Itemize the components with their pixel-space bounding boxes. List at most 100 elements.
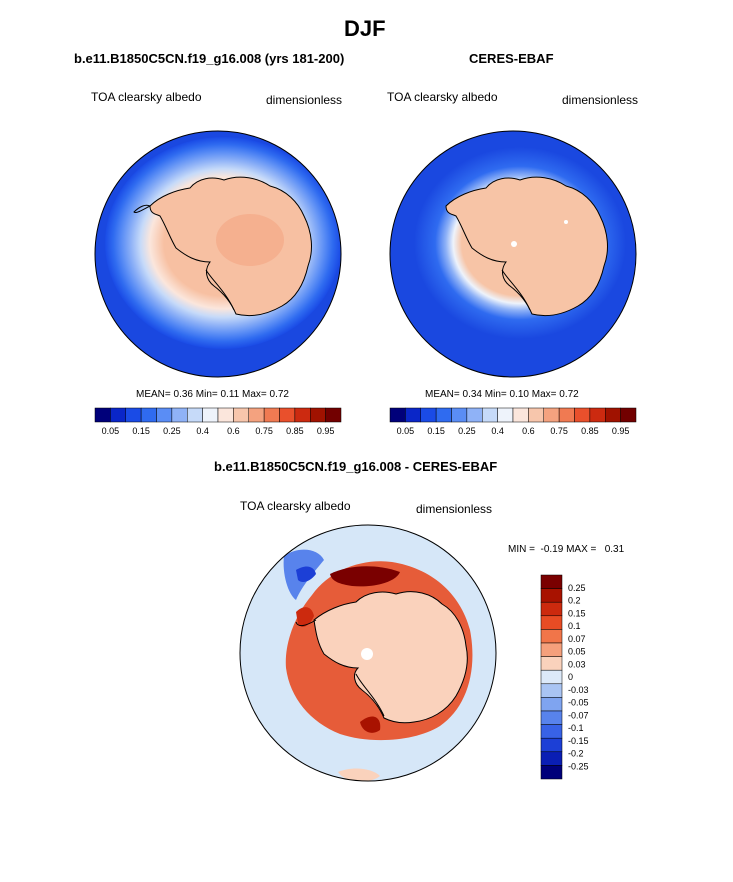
panel1-colorbar-swatch (263, 407, 280, 423)
panel2-stats: MEAN= 0.34 Min= 0.10 Max= 0.72 (425, 389, 579, 400)
panel3-title: b.e11.B1850C5CN.f19_g16.008 - CERES-EBAF (214, 459, 498, 474)
panel1-colorbar-swatch (294, 407, 311, 423)
panel2-colorbar-swatch (389, 407, 406, 423)
panel3-colorbar-swatch (540, 737, 563, 753)
panel3-minmax: MIN = -0.19 MAX = 0.31 (508, 544, 625, 555)
panel1-colorbar (94, 407, 342, 423)
panel2-colorbar-swatch (589, 407, 606, 423)
panel3-colorbar-swatch (540, 629, 563, 644)
panel2-colorbar-tick-label: 0.05 (397, 426, 415, 436)
panel2-title: CERES-EBAF (469, 51, 554, 66)
panel1-colorbar-ticks: 0.05 0.15 0.25 0.4 0.6 0.75 0.85 0.95 (102, 426, 335, 436)
panel3-colorbar (540, 574, 563, 780)
panel2-colorbar-swatch (405, 407, 421, 423)
panel2-colorbar-ticks: 0.05 0.15 0.25 0.4 0.6 0.75 0.85 0.95 (397, 426, 630, 436)
panel1-colorbar-tick-label: 0.75 (255, 426, 273, 436)
panel1-colorbar-swatch (233, 407, 249, 423)
panel1-colorbar-swatch (310, 407, 326, 423)
panel2-min-value: 0.10 (509, 389, 529, 400)
panel3-colorbar-ticks: 0.25 0.2 0.15 0.1 0.07 0.05 0.03 0 -0.03 -0.05 -0.… (568, 583, 589, 772)
panel1-colorbar-swatch (140, 407, 157, 423)
panel1-colorbar-swatch (110, 407, 126, 423)
panel3-colorbar-tick-label: -0.2 (568, 749, 584, 759)
panel2-min-label: Min= (484, 389, 507, 400)
panel3-colorbar-tick-label: 0.05 (568, 647, 586, 657)
panel3-colorbar-swatch (540, 588, 563, 603)
panel2-colorbar-tick-label: 0.85 (581, 426, 599, 436)
panel2-map (389, 130, 637, 378)
panel2-antarctica (445, 176, 608, 317)
panel2-colorbar-tick-label: 0.4 (491, 426, 504, 436)
panel2-colorbar-swatch (528, 407, 544, 423)
panel3-colorbar-tick-label: 0.15 (568, 608, 586, 618)
panel3-colorbar-swatch (540, 615, 563, 630)
panel2-max-label: Max= (531, 389, 557, 400)
panel2-mean-value: 0.34 (462, 389, 482, 400)
panel2-colorbar-swatch (497, 407, 514, 423)
panel3-colorbar-swatch (540, 601, 563, 617)
panel1-colorbar-swatch (171, 407, 188, 423)
panel2-colorbar-swatch (605, 407, 621, 423)
panel1-mean-label: MEAN= (136, 389, 171, 400)
panel3-colorbar-tick-label: -0.1 (568, 723, 584, 733)
panel2-colorbar-swatch (482, 407, 498, 423)
panel3-colorbar-swatch (540, 724, 563, 739)
panel1-max-label: Max= (242, 389, 267, 400)
panel2-colorbar (389, 407, 637, 423)
panel3-colorbar-swatch (540, 751, 563, 766)
panel3-colorbar-tick-label: -0.03 (568, 685, 589, 695)
panel2-colorbar-swatch (451, 407, 468, 423)
panel1-colorbar-tick-label: 0.25 (163, 426, 181, 436)
panel1-title: b.e11.B1850C5CN.f19_g16.008 (yrs 181-200… (74, 51, 345, 66)
panel1-min-value: 0.11 (220, 389, 240, 400)
panel3-colorbar-swatch (540, 697, 563, 712)
panel3-colorbar-tick-label: 0.1 (568, 621, 581, 631)
panel1-colorbar-tick-label: 0.95 (317, 426, 335, 436)
panel1-colorbar-swatch (325, 407, 342, 423)
panel1-min-label: Min= (195, 389, 218, 400)
panel3-variable-label: TOA clearsky albedo (240, 499, 351, 513)
panel1-mean-value: 0.36 (173, 389, 193, 400)
panel3-units-label: dimensionless (416, 502, 493, 516)
panel1-colorbar-tick-label: 0.85 (286, 426, 304, 436)
panel2-colorbar-swatch (574, 407, 591, 423)
panel2-colorbar-swatch (620, 407, 637, 423)
panel3-colorbar-swatch (540, 710, 563, 725)
panel3-colorbar-tick-label: 0 (568, 672, 573, 682)
panel3-colorbar-swatch (540, 642, 563, 657)
panel3-colorbar-tick-label: -0.25 (568, 761, 589, 771)
panel1-variable-label: TOA clearsky albedo (91, 90, 202, 104)
panel3-colorbar-tick-label: 0.07 (568, 634, 586, 644)
panel1-colorbar-swatch (156, 407, 173, 423)
panel1-colorbar-swatch (94, 407, 111, 423)
panel3-colorbar-swatch (540, 574, 563, 589)
panel2-colorbar-tick-label: 0.6 (522, 426, 535, 436)
panel3-colorbar-tick-label: -0.15 (568, 736, 589, 746)
panel2-colorbar-swatch (558, 407, 575, 423)
panel2-colorbar-tick-label: 0.95 (612, 426, 630, 436)
panel1-colorbar-tick-label: 0.15 (132, 426, 150, 436)
panel3-colorbar-swatch (540, 765, 563, 780)
panel3-colorbar-tick-label: -0.07 (568, 710, 589, 720)
panel3-colorbar-swatch (540, 669, 563, 685)
panel2-colorbar-tick-label: 0.75 (550, 426, 568, 436)
panel2-colorbar-swatch (420, 407, 437, 423)
panel1-colorbar-swatch (125, 407, 142, 423)
panel3-colorbar-swatch (540, 683, 563, 698)
panel1-map (94, 130, 342, 378)
panel1-colorbar-swatch (279, 407, 296, 423)
panel2-colorbar-swatch (435, 407, 452, 423)
panel1-units-label: dimensionless (266, 93, 343, 107)
panel3-colorbar-tick-label: -0.05 (568, 698, 589, 708)
panel2-units-label: dimensionless (562, 93, 639, 107)
panel2-colorbar-swatch (466, 407, 483, 423)
panel3-colorbar-tick-label: 0.03 (568, 659, 586, 669)
panel1-colorbar-tick-label: 0.6 (227, 426, 240, 436)
panel2-mean-label: MEAN= (425, 389, 460, 400)
panel3-colorbar-tick-label: 0.25 (568, 583, 586, 593)
panel2-colorbar-swatch (512, 407, 529, 423)
panel2-max-value: 0.72 (559, 389, 579, 400)
panel2-colorbar-swatch (543, 407, 560, 423)
panel3-antarctica (313, 591, 468, 724)
panel2-colorbar-tick-label: 0.15 (427, 426, 445, 436)
